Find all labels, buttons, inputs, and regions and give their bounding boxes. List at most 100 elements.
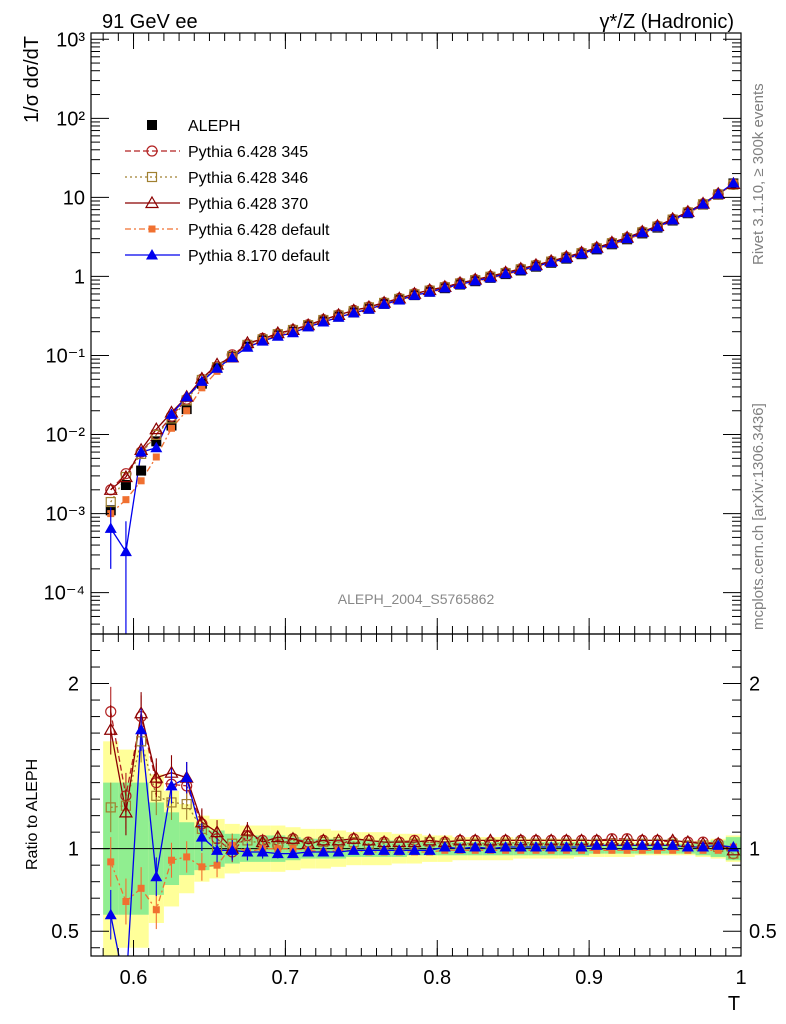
ratio-point: [712, 839, 725, 850]
ratio-point: [408, 844, 421, 855]
data-point: [118, 469, 133, 483]
ratio-point: [149, 770, 164, 783]
legend-item: ALEPH: [147, 118, 240, 135]
ratio-point: [593, 846, 601, 854]
ratio-point: [484, 842, 497, 854]
data-point: [271, 330, 284, 341]
watermark: ALEPH_2004_S5765862: [338, 591, 495, 607]
legend-label: ALEPH: [188, 118, 240, 135]
ratio-point: [636, 839, 649, 850]
ratio-point: [514, 841, 527, 852]
ratio-point: [152, 906, 160, 914]
ratio-ytick-label: 1: [68, 839, 79, 861]
data-point: [149, 421, 164, 435]
ratio-point: [226, 844, 239, 855]
legend-marker: [147, 120, 157, 130]
data-point: [681, 206, 694, 218]
data-point: [135, 446, 148, 457]
ratio-point: [332, 845, 345, 857]
legend-label: Pythia 6.428 370: [188, 196, 308, 213]
data-point: [438, 281, 451, 293]
data-point: [712, 188, 725, 199]
ratio-point: [362, 844, 375, 855]
ratio-point: [150, 870, 163, 882]
ratio-point: [669, 846, 677, 854]
ratio-xlabel: T: [728, 993, 740, 1015]
data-point: [120, 480, 131, 491]
ratio-point: [271, 847, 284, 859]
data-point: [454, 278, 467, 290]
ratio-point: [270, 829, 285, 843]
ratio-point: [681, 841, 694, 852]
data-point: [621, 232, 634, 244]
error-bars: [110, 507, 127, 634]
legend-item: Pythia 6.428 346: [125, 170, 308, 187]
side-label-bottom: mcplots.cern.ch [arXiv:1306.3436]: [750, 403, 767, 630]
main-ytick-label: 10⁻²: [46, 425, 86, 447]
data-point: [150, 441, 163, 453]
ratio-point: [529, 841, 542, 852]
data-point: [499, 267, 512, 279]
data-point: [226, 351, 239, 363]
ratio-point: [651, 839, 664, 850]
ratio-point: [135, 723, 148, 735]
ratio-point: [714, 846, 722, 854]
ratio-xtick-label: 0.7: [271, 967, 299, 989]
ratio-plot-frame: [90, 633, 742, 957]
main-panel: 10⁻⁴ 10⁻³ 10⁻² 10⁻¹ 1 10 10² 10³ ALEPH_2004_S57…: [44, 29, 742, 635]
data-point: [198, 384, 206, 392]
data-point: [362, 303, 375, 314]
ratio-xtick-label: 0.9: [575, 967, 603, 989]
ratio-point: [195, 831, 208, 842]
ratio-ytick-label-right: 0.5: [749, 921, 777, 943]
legend-marker: [146, 249, 158, 260]
main-ytick-label: 10⁻¹: [46, 345, 86, 367]
main-ylabel: 1/σ dσ/dT: [21, 36, 43, 123]
ratio-ytick-label-right: 2: [749, 674, 760, 696]
data-point: [136, 465, 147, 476]
legend-marker: [148, 225, 156, 233]
ratio-point: [105, 802, 116, 813]
ratio-point: [317, 845, 330, 857]
ratio-point: [608, 846, 616, 854]
data-point: [514, 264, 527, 275]
data-point: [560, 252, 573, 263]
header-right-label: γ*/Z (Hadronic): [600, 11, 734, 33]
ratio-ytick-label: 0.5: [51, 921, 79, 943]
ratio-point: [346, 831, 361, 844]
ratio-point: [256, 845, 269, 857]
legend-label: Pythia 8.170 default: [188, 248, 330, 265]
data-point: [256, 335, 269, 346]
ratio-point: [638, 846, 646, 854]
ratio-point: [107, 858, 115, 866]
data-point: [423, 286, 436, 297]
data-point: [727, 176, 740, 188]
ratio-point: [423, 844, 436, 855]
data-point: [378, 298, 391, 309]
legend-item: Pythia 8.170 default: [125, 248, 330, 265]
data-point: [636, 226, 649, 238]
ratio-point: [285, 831, 301, 844]
data-point: [408, 289, 421, 300]
side-label-top: Rivet 3.1.10, ≥ 300k events: [750, 83, 767, 265]
data-point: [484, 271, 497, 283]
ratio-point: [210, 824, 225, 838]
ratio-point: [213, 861, 221, 869]
ratio-point: [469, 841, 482, 852]
ratio-point: [103, 722, 118, 735]
ratio-point: [137, 884, 145, 892]
ratio-point: [545, 841, 558, 852]
ratio-point: [167, 856, 175, 864]
main-ytick-label: 1: [74, 266, 85, 288]
data-point: [211, 362, 224, 373]
ratio-point: [623, 846, 631, 854]
data-point: [183, 407, 191, 415]
main-ytick-label: 10²: [56, 108, 85, 130]
legend-item: Pythia 6.428 default: [125, 222, 330, 239]
main-ytick-label: 10⁻³: [46, 504, 86, 526]
ratio-xtick-label: 0.8: [423, 967, 451, 989]
legend-label: Pythia 6.428 default: [188, 222, 330, 239]
ratio-panel: 0.5 0.5 1 1 2 2 0.6 0.7 0.8 0.9 1: [51, 633, 777, 989]
ratio-point: [347, 844, 360, 855]
